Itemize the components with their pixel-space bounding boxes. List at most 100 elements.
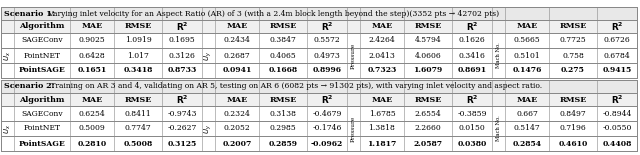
Text: 1.6079: 1.6079 bbox=[413, 66, 443, 75]
Text: 0.275: 0.275 bbox=[561, 66, 585, 75]
Text: Algorithm: Algorithm bbox=[19, 95, 65, 104]
Text: Mach No.: Mach No. bbox=[496, 116, 501, 141]
Text: MAE: MAE bbox=[516, 22, 538, 31]
Text: 0.3418: 0.3418 bbox=[124, 66, 153, 75]
Text: -0.1746: -0.1746 bbox=[312, 124, 342, 133]
Text: $\mathbf{R^2}$: $\mathbf{R^2}$ bbox=[321, 93, 333, 106]
Text: -0.3859: -0.3859 bbox=[457, 109, 487, 117]
Text: 0.2985: 0.2985 bbox=[269, 124, 296, 133]
Text: 0.6784: 0.6784 bbox=[604, 51, 630, 60]
Text: -0.0962: -0.0962 bbox=[311, 140, 343, 148]
Text: MAE: MAE bbox=[81, 22, 102, 31]
Bar bbox=[1, 80, 637, 93]
Text: $\mathbf{R^2}$: $\mathbf{R^2}$ bbox=[321, 20, 333, 33]
Text: 0.2810: 0.2810 bbox=[77, 140, 107, 148]
Text: $U_x$: $U_x$ bbox=[3, 124, 13, 133]
Bar bbox=[1, 48, 637, 63]
Text: 0.3125: 0.3125 bbox=[168, 140, 196, 148]
Text: 0.5147: 0.5147 bbox=[514, 124, 540, 133]
Text: RMSE: RMSE bbox=[124, 95, 152, 104]
Text: 0.0150: 0.0150 bbox=[459, 124, 485, 133]
Text: $\mathbf{R^2}$: $\mathbf{R^2}$ bbox=[611, 93, 623, 106]
Text: 0.3847: 0.3847 bbox=[269, 36, 296, 44]
Text: Mach No.: Mach No. bbox=[496, 43, 501, 68]
Text: 0.7323: 0.7323 bbox=[367, 66, 397, 75]
Bar bbox=[1, 33, 637, 48]
Text: MAE: MAE bbox=[371, 22, 392, 31]
Text: 0.3138: 0.3138 bbox=[269, 109, 296, 117]
Text: 0.1476: 0.1476 bbox=[512, 66, 541, 75]
Bar bbox=[1, 20, 637, 33]
Bar bbox=[1, 136, 637, 151]
Text: 0.3416: 0.3416 bbox=[459, 51, 485, 60]
Text: 2.0587: 2.0587 bbox=[413, 140, 443, 148]
Text: Scenario 1:: Scenario 1: bbox=[4, 9, 55, 18]
Text: 1.3818: 1.3818 bbox=[369, 124, 396, 133]
Text: SAGEConv: SAGEConv bbox=[21, 109, 63, 117]
Bar bbox=[1, 7, 637, 20]
Text: 0.4973: 0.4973 bbox=[314, 51, 340, 60]
Text: $\mathbf{R^2}$: $\mathbf{R^2}$ bbox=[466, 20, 478, 33]
Text: Scenario 2:: Scenario 2: bbox=[4, 82, 54, 91]
Bar bbox=[1, 63, 637, 78]
Text: 4.5794: 4.5794 bbox=[415, 36, 442, 44]
Text: 4.0606: 4.0606 bbox=[415, 51, 442, 60]
Text: 0.5008: 0.5008 bbox=[124, 140, 152, 148]
Text: 0.2007: 0.2007 bbox=[222, 140, 252, 148]
Text: Pressure: Pressure bbox=[351, 115, 356, 142]
Text: 2.6554: 2.6554 bbox=[415, 109, 442, 117]
Text: 0.7196: 0.7196 bbox=[559, 124, 586, 133]
Text: 0.8411: 0.8411 bbox=[125, 109, 152, 117]
Text: RMSE: RMSE bbox=[124, 22, 152, 31]
Text: 0.5101: 0.5101 bbox=[514, 51, 540, 60]
Text: 1.1817: 1.1817 bbox=[367, 140, 397, 148]
Bar bbox=[1, 7, 637, 78]
Text: Algorithm: Algorithm bbox=[19, 22, 65, 31]
Text: -0.9743: -0.9743 bbox=[167, 109, 196, 117]
Text: MAE: MAE bbox=[227, 95, 248, 104]
Text: MAE: MAE bbox=[81, 95, 102, 104]
Text: 0.1695: 0.1695 bbox=[168, 36, 195, 44]
Text: 1.0919: 1.0919 bbox=[125, 36, 152, 44]
Text: -0.8944: -0.8944 bbox=[602, 109, 632, 117]
Text: RMSE: RMSE bbox=[414, 22, 442, 31]
Text: $U_x$: $U_x$ bbox=[3, 51, 13, 60]
Text: 0.4065: 0.4065 bbox=[269, 51, 296, 60]
Text: 0.7725: 0.7725 bbox=[559, 36, 586, 44]
Text: 0.2324: 0.2324 bbox=[223, 109, 250, 117]
Text: 0.5665: 0.5665 bbox=[514, 36, 540, 44]
Text: RMSE: RMSE bbox=[269, 95, 297, 104]
Text: 0.1626: 0.1626 bbox=[459, 36, 485, 44]
Text: 0.9025: 0.9025 bbox=[79, 36, 106, 44]
Text: 2.4264: 2.4264 bbox=[369, 36, 396, 44]
Text: 0.758: 0.758 bbox=[562, 51, 584, 60]
Text: PointNET: PointNET bbox=[24, 51, 61, 60]
Text: 0.6428: 0.6428 bbox=[79, 51, 106, 60]
Text: 0.2854: 0.2854 bbox=[513, 140, 541, 148]
Text: 0.4610: 0.4610 bbox=[558, 140, 588, 148]
Text: 1.017: 1.017 bbox=[127, 51, 149, 60]
Text: PointSAGE: PointSAGE bbox=[19, 140, 65, 148]
Text: 1.6785: 1.6785 bbox=[369, 109, 396, 117]
Text: 0.5572: 0.5572 bbox=[314, 36, 340, 44]
Bar bbox=[1, 80, 637, 151]
Text: RMSE: RMSE bbox=[559, 22, 587, 31]
Text: 0.4408: 0.4408 bbox=[602, 140, 632, 148]
Text: $\mathbf{R^2}$: $\mathbf{R^2}$ bbox=[611, 20, 623, 33]
Text: $\mathbf{R^2}$: $\mathbf{R^2}$ bbox=[176, 93, 188, 106]
Text: -0.2627: -0.2627 bbox=[167, 124, 196, 133]
Text: SAGEConv: SAGEConv bbox=[21, 36, 63, 44]
Text: RMSE: RMSE bbox=[559, 95, 587, 104]
Text: 0.2687: 0.2687 bbox=[223, 51, 250, 60]
Text: PointSAGE: PointSAGE bbox=[19, 66, 65, 75]
Text: 0.2434: 0.2434 bbox=[223, 36, 250, 44]
Bar bbox=[1, 93, 637, 106]
Text: 0.1651: 0.1651 bbox=[77, 66, 107, 75]
Text: 0.6254: 0.6254 bbox=[79, 109, 106, 117]
Text: $U_y$: $U_y$ bbox=[203, 51, 214, 61]
Text: $\mathbf{R^2}$: $\mathbf{R^2}$ bbox=[176, 20, 188, 33]
Text: RMSE: RMSE bbox=[414, 95, 442, 104]
Text: 0.0941: 0.0941 bbox=[222, 66, 252, 75]
Text: MAE: MAE bbox=[371, 95, 392, 104]
Text: -0.4679: -0.4679 bbox=[312, 109, 342, 117]
